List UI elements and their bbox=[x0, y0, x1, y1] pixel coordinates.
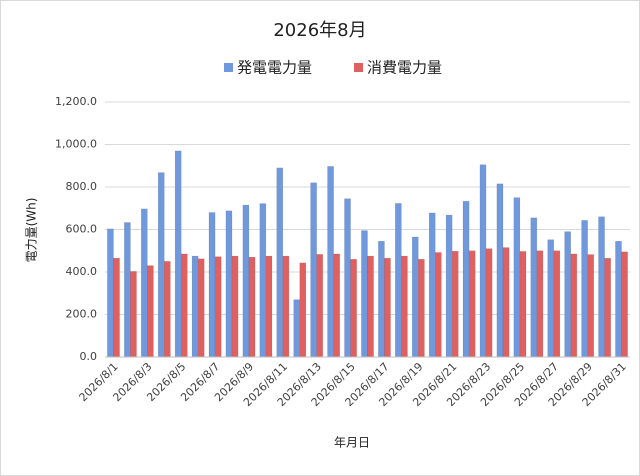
bar bbox=[530, 217, 538, 358]
bar bbox=[598, 216, 605, 358]
bar bbox=[519, 251, 527, 358]
bar bbox=[299, 262, 307, 358]
bar bbox=[468, 250, 476, 358]
bar bbox=[361, 230, 368, 358]
bar bbox=[124, 222, 131, 358]
bar bbox=[191, 255, 199, 358]
bar bbox=[434, 252, 442, 358]
bar bbox=[107, 228, 114, 358]
bar bbox=[225, 210, 233, 358]
bar bbox=[621, 251, 628, 358]
bar bbox=[276, 167, 284, 358]
bar bbox=[344, 198, 351, 358]
bar bbox=[147, 265, 154, 358]
chart-title: 2026年8月 bbox=[273, 20, 366, 41]
bar bbox=[395, 203, 402, 358]
bar bbox=[570, 253, 578, 358]
bar bbox=[367, 255, 374, 358]
bar bbox=[411, 236, 419, 358]
bar bbox=[130, 271, 137, 358]
legend-swatch bbox=[354, 63, 363, 72]
bar bbox=[180, 253, 188, 358]
bar bbox=[140, 208, 148, 358]
y-tick-label: 0.0 bbox=[80, 350, 98, 363]
y-axis-title: 電力量(Wh) bbox=[25, 198, 39, 263]
bar bbox=[265, 255, 273, 358]
bar bbox=[293, 299, 301, 358]
bar bbox=[553, 250, 561, 358]
y-tick-label: 400.0 bbox=[66, 265, 98, 278]
bar bbox=[208, 212, 216, 358]
bar bbox=[214, 256, 222, 358]
y-tick-label: 600.0 bbox=[66, 223, 98, 236]
bar bbox=[536, 250, 544, 358]
bar bbox=[547, 239, 555, 358]
bar bbox=[485, 248, 493, 358]
bar bbox=[418, 259, 425, 358]
bar bbox=[197, 258, 205, 358]
bar bbox=[513, 197, 521, 358]
bar bbox=[113, 257, 120, 358]
bar bbox=[248, 256, 256, 358]
bar bbox=[401, 255, 408, 358]
bar bbox=[581, 220, 588, 358]
bar bbox=[259, 203, 267, 358]
y-tick-label: 800.0 bbox=[66, 180, 98, 193]
bar bbox=[564, 231, 571, 358]
bar bbox=[350, 259, 357, 358]
bar bbox=[615, 240, 622, 358]
bar bbox=[310, 182, 317, 358]
bar bbox=[327, 166, 334, 358]
y-tick-label: 200.0 bbox=[66, 308, 98, 321]
bar bbox=[604, 257, 611, 358]
bar bbox=[587, 254, 595, 358]
bar bbox=[451, 250, 459, 358]
bar bbox=[316, 254, 324, 358]
y-tick-label: 1,200.0 bbox=[55, 95, 97, 108]
bar bbox=[164, 261, 171, 358]
bar bbox=[174, 150, 182, 358]
bar bbox=[428, 212, 436, 358]
legend-label: 発電電力量 bbox=[237, 59, 312, 77]
x-axis-title: 年月日 bbox=[334, 436, 370, 450]
bar bbox=[231, 255, 239, 358]
legend-label: 消費電力量 bbox=[367, 59, 442, 77]
bar bbox=[502, 247, 510, 358]
legend-swatch bbox=[224, 63, 233, 72]
bar bbox=[333, 253, 340, 358]
bar bbox=[157, 172, 165, 358]
bar bbox=[384, 257, 391, 358]
bar bbox=[282, 255, 290, 358]
bar bbox=[496, 183, 504, 358]
bar bbox=[462, 200, 470, 358]
bar bbox=[242, 204, 250, 358]
bar bbox=[479, 164, 487, 358]
bar bbox=[445, 214, 453, 358]
y-tick-label: 1,000.0 bbox=[55, 138, 97, 151]
bar bbox=[378, 240, 385, 358]
